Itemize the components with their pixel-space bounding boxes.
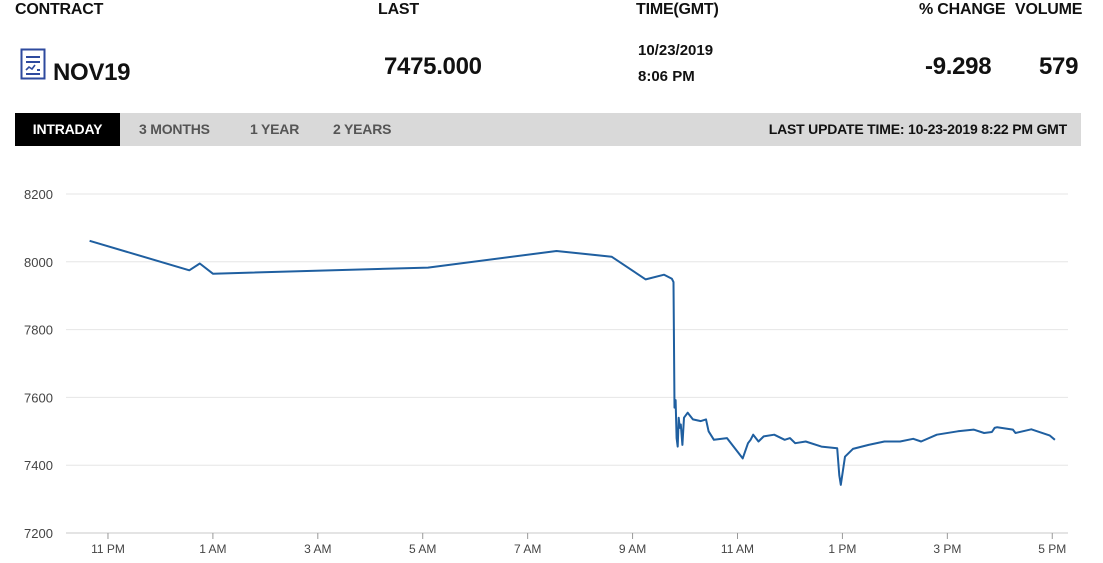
x-tick-label-8: 3 PM — [933, 542, 961, 556]
x-tick-label-7: 1 PM — [828, 542, 856, 556]
x-tick-label-4: 7 AM — [514, 542, 541, 556]
contract-column-label: CONTRACT — [15, 1, 104, 18]
x-tick-label-3: 5 AM — [409, 542, 436, 556]
last-column-label: LAST — [378, 1, 419, 18]
volume-column-label: VOLUME — [1015, 1, 1083, 18]
tab-3-months[interactable]: 3 MONTHS — [139, 121, 210, 137]
y-tick-label-8200: 8200 — [24, 187, 53, 202]
last-price: 7475.000 — [384, 53, 482, 80]
last-update-time: LAST UPDATE TIME: 10-23-2019 8:22 PM GMT — [768, 121, 1067, 137]
percent-change: -9.298 — [925, 53, 992, 80]
quote-date: 10/23/2019 — [638, 42, 714, 59]
y-tick-label-7400: 7400 — [24, 458, 53, 473]
y-tick-label-7800: 7800 — [24, 323, 53, 338]
x-tick-label-2: 3 AM — [304, 542, 331, 556]
x-tick-label-5: 9 AM — [619, 542, 646, 556]
change-column-label: % CHANGE — [919, 1, 1006, 18]
quote-time: 8:06 PM — [638, 68, 695, 85]
intraday-price-chart: 8200 8000 7800 7600 7400 7200 11 PM 1 AM 3 AM 5 A… — [24, 187, 1068, 556]
y-tick-label-7200: 7200 — [24, 526, 53, 541]
time-column-label: TIME(GMT) — [636, 1, 719, 18]
tab-2-years[interactable]: 2 YEARS — [333, 121, 392, 137]
y-tick-label-7600: 7600 — [24, 390, 53, 405]
contract-document-icon[interactable] — [20, 48, 46, 80]
x-tick-label-6: 11 AM — [721, 542, 754, 556]
tab-intraday[interactable]: INTRADAY — [15, 113, 120, 146]
y-tick-label-8000: 8000 — [24, 255, 53, 270]
contract-code[interactable]: NOV19 — [53, 59, 131, 86]
tab-1-year[interactable]: 1 YEAR — [250, 121, 300, 137]
volume-value: 579 — [1039, 53, 1079, 80]
x-tick-label-1: 1 AM — [199, 542, 226, 556]
price-series-line-0 — [89, 239, 1056, 486]
chart-range-tabs: INTRADAY 3 MONTHS 1 YEAR 2 YEARS LAST UP… — [15, 113, 1081, 146]
x-tick-label-9: 5 PM — [1038, 542, 1066, 556]
x-tick-label-0: 11 PM — [91, 542, 125, 556]
